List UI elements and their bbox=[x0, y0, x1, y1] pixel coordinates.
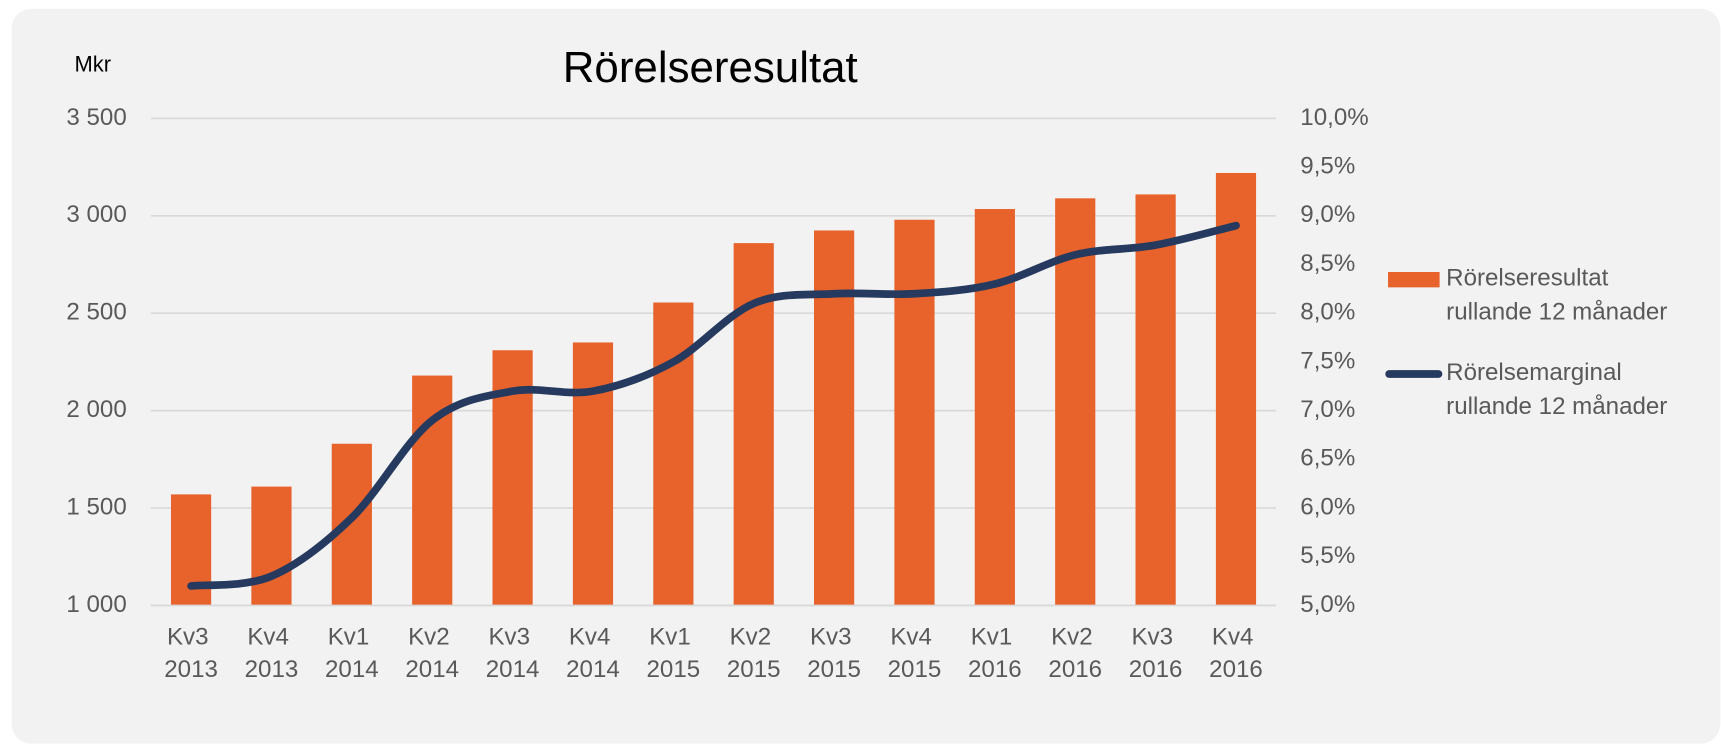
bar bbox=[814, 230, 855, 606]
text-line: Kv1 bbox=[971, 624, 1019, 651]
line bbox=[187, 221, 1240, 590]
text-line: Kv4 bbox=[247, 624, 295, 651]
x-tick-label: Kv4 2013 bbox=[245, 624, 299, 684]
text-line: 2016 bbox=[1129, 657, 1183, 684]
text-line: Rörelseresultat bbox=[1446, 265, 1615, 292]
text-line: Kv2 bbox=[1051, 624, 1099, 651]
x-tick-label: Kv1 2016 bbox=[968, 624, 1022, 684]
text-line: 2014 bbox=[405, 657, 459, 684]
y-tick-label: 3 000 bbox=[66, 201, 126, 228]
x-tick-label: Kv3 2013 bbox=[164, 624, 218, 684]
y-tick-label: 2 000 bbox=[66, 396, 126, 423]
text-line: Kv3 bbox=[488, 624, 536, 651]
text-line: Kv4 bbox=[890, 624, 938, 651]
text-line: 2016 bbox=[968, 657, 1022, 684]
text-line: Kv3 bbox=[810, 624, 858, 651]
x-tick-label: Kv4 2016 bbox=[1209, 624, 1263, 684]
x-tick-label: Kv3 2015 bbox=[807, 624, 861, 684]
y-axis-label: Mkr bbox=[74, 52, 111, 77]
text-line: Kv2 bbox=[408, 624, 456, 651]
y-tick-label: 2 500 bbox=[66, 299, 126, 326]
text-line: Kv3 bbox=[1131, 624, 1179, 651]
text-line: 2016 bbox=[1209, 657, 1263, 684]
bar bbox=[251, 486, 292, 606]
y-tick-label: 3 500 bbox=[66, 104, 126, 131]
x-tick-label: Kv1 2015 bbox=[647, 624, 701, 684]
bar bbox=[974, 209, 1015, 606]
text-line: 2016 bbox=[1048, 657, 1102, 684]
bar bbox=[1215, 172, 1257, 606]
legend-label: Rörelseresultat rullande 12 månader bbox=[1446, 265, 1667, 326]
y2-tick-label: 5,0% bbox=[1300, 591, 1355, 618]
y2-tick-label: 10,0% bbox=[1300, 104, 1368, 131]
text-line: Kv1 bbox=[328, 624, 376, 651]
y2-tick-label: 8,5% bbox=[1300, 250, 1355, 277]
text-line: Kv2 bbox=[730, 624, 778, 651]
text-line: Kv4 bbox=[1212, 624, 1260, 651]
x-tick-label: Kv3 2014 bbox=[486, 624, 540, 684]
text-line: 2014 bbox=[566, 657, 620, 684]
text-line: 2015 bbox=[647, 657, 701, 684]
text-line: 2014 bbox=[325, 657, 379, 684]
x-tick-label: Kv2 2015 bbox=[727, 624, 781, 684]
bar bbox=[1055, 198, 1096, 606]
y2-tick-label: 7,5% bbox=[1300, 347, 1355, 374]
text-line: 2014 bbox=[486, 657, 540, 684]
y2-tick-label: 5,5% bbox=[1300, 542, 1355, 569]
text-line: rullande 12 månader bbox=[1446, 393, 1667, 420]
bar bbox=[572, 342, 614, 606]
y2-tick-label: 8,0% bbox=[1300, 299, 1355, 326]
text-line: rullande 12 månader bbox=[1446, 299, 1667, 326]
y2-tick-label: 9,0% bbox=[1300, 201, 1355, 228]
legend-label: Rörelsemarginal rullande 12 månader bbox=[1446, 359, 1667, 420]
x-tick-label: Kv2 2016 bbox=[1048, 624, 1102, 684]
text-line: Kv4 bbox=[569, 624, 617, 651]
text-line: Kv1 bbox=[649, 624, 697, 651]
text-line: 2015 bbox=[888, 657, 942, 684]
text-line: Kv3 bbox=[167, 624, 215, 651]
y-tick-label: 1 500 bbox=[66, 493, 126, 520]
x-tick-label: Kv1 2014 bbox=[325, 624, 379, 684]
text-line: 2015 bbox=[807, 657, 861, 684]
text-line: 2015 bbox=[727, 657, 781, 684]
text-line: 2013 bbox=[245, 657, 299, 684]
y2-tick-label: 6,5% bbox=[1300, 445, 1355, 472]
y2-tick-label: 7,0% bbox=[1300, 396, 1355, 423]
bar bbox=[331, 443, 372, 606]
x-tick-label: Kv4 2015 bbox=[888, 624, 942, 684]
x-tick-label: Kv4 2014 bbox=[566, 624, 620, 684]
text-line: 2013 bbox=[164, 657, 218, 684]
text-line: Rörelsemarginal bbox=[1446, 359, 1628, 386]
x-tick-label: Kv3 2016 bbox=[1129, 624, 1183, 684]
y2-tick-label: 6,0% bbox=[1300, 493, 1355, 520]
bar bbox=[1135, 194, 1176, 606]
bar bbox=[894, 219, 935, 606]
x-tick-label: Kv2 2014 bbox=[405, 624, 459, 684]
chart-title: Rörelseresultat bbox=[563, 43, 858, 92]
y-tick-label: 1 000 bbox=[66, 591, 126, 618]
legend-swatch bbox=[1388, 272, 1440, 288]
y2-tick-label: 9,5% bbox=[1300, 153, 1355, 180]
